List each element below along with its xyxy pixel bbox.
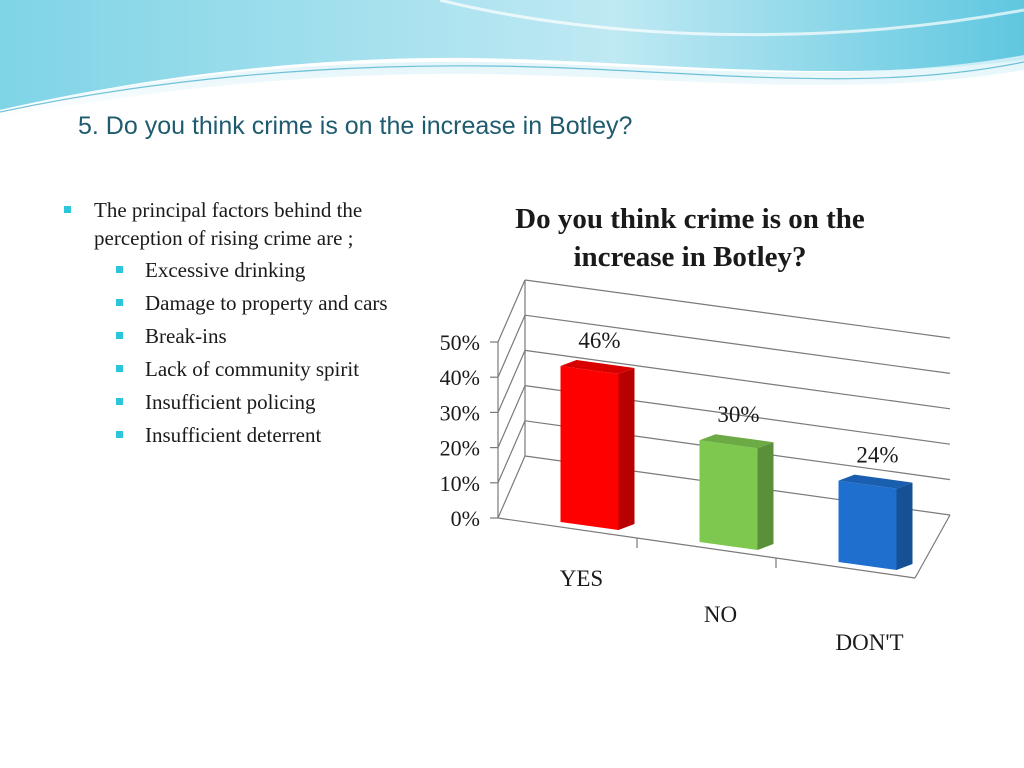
side-gridline <box>497 455 526 519</box>
data-label: 24% <box>856 443 898 468</box>
sub-bullet-text: Excessive drinking <box>145 258 306 282</box>
data-label: 46% <box>578 328 620 353</box>
chart-title-line: Do you think crime is on the <box>515 203 865 235</box>
side-gridline <box>497 420 526 484</box>
bullet-main-text: The principal factors behind the percept… <box>94 198 363 250</box>
sub-bullet-text: Insufficient deterrent <box>145 423 322 447</box>
y-tick-label: 10% <box>440 471 480 496</box>
side-gridline <box>497 350 526 413</box>
gridline <box>524 314 951 374</box>
y-tick-label: 30% <box>440 400 480 425</box>
bar-side <box>757 442 774 550</box>
sub-bullet-text: Lack of community spirit <box>145 357 360 381</box>
bullet-square-icon <box>116 299 123 306</box>
sub-bullet: Damage to property and cars <box>62 289 422 317</box>
sub-bullet: Insufficient deterrent <box>62 421 422 449</box>
bar-top <box>699 434 774 449</box>
bullet-square-icon <box>64 206 71 213</box>
bullet-square-icon <box>116 398 123 405</box>
category-label: YES <box>560 566 603 591</box>
sub-bullet-text: Insufficient policing <box>145 390 316 414</box>
y-tick-label: 20% <box>440 436 480 461</box>
sub-bullet: Excessive drinking <box>62 256 422 284</box>
bullet-list: The principal factors behind the percept… <box>62 196 422 454</box>
data-label: 30% <box>717 402 759 427</box>
bullet-square-icon <box>116 431 123 438</box>
bar-side <box>618 367 635 530</box>
side-gridline <box>497 385 526 448</box>
gridline <box>524 349 951 410</box>
sub-bullet: Lack of community spirit <box>62 355 422 383</box>
x-axis <box>497 517 916 579</box>
side-gridline <box>497 314 526 378</box>
bar-side <box>896 482 913 570</box>
bar-front <box>838 480 897 570</box>
sub-bullet: Break-ins <box>62 322 422 350</box>
header-wave-decoration <box>0 0 1024 118</box>
side-gridline <box>497 279 526 343</box>
y-tick-label: 40% <box>440 365 480 390</box>
category-label: DON'T <box>835 630 903 655</box>
y-tick-label: 50% <box>440 330 480 355</box>
sub-bullet: Insufficient policing <box>62 388 422 416</box>
slide-title: 5. Do you think crime is on the increase… <box>78 112 633 140</box>
bar-chart: Do you think crime is on the increase in … <box>440 203 951 655</box>
bullet-main: The principal factors behind the percept… <box>62 196 422 252</box>
bar-front <box>699 440 758 550</box>
bar-front <box>560 365 619 530</box>
bullet-square-icon <box>116 365 123 372</box>
bullet-square-icon <box>116 266 123 273</box>
sub-bullet-list: Excessive drinking Damage to property an… <box>62 256 422 449</box>
bar-top <box>838 474 913 489</box>
chart-title-line: increase in Botley? <box>573 241 806 273</box>
category-label: NO <box>704 602 737 627</box>
floor-edge <box>914 514 951 579</box>
gridline <box>524 279 951 339</box>
y-tick-label: 0% <box>451 506 480 531</box>
bar-top <box>560 359 635 374</box>
bullet-square-icon <box>116 332 123 339</box>
sub-bullet-text: Break-ins <box>145 324 227 348</box>
sub-bullet-text: Damage to property and cars <box>145 291 388 315</box>
